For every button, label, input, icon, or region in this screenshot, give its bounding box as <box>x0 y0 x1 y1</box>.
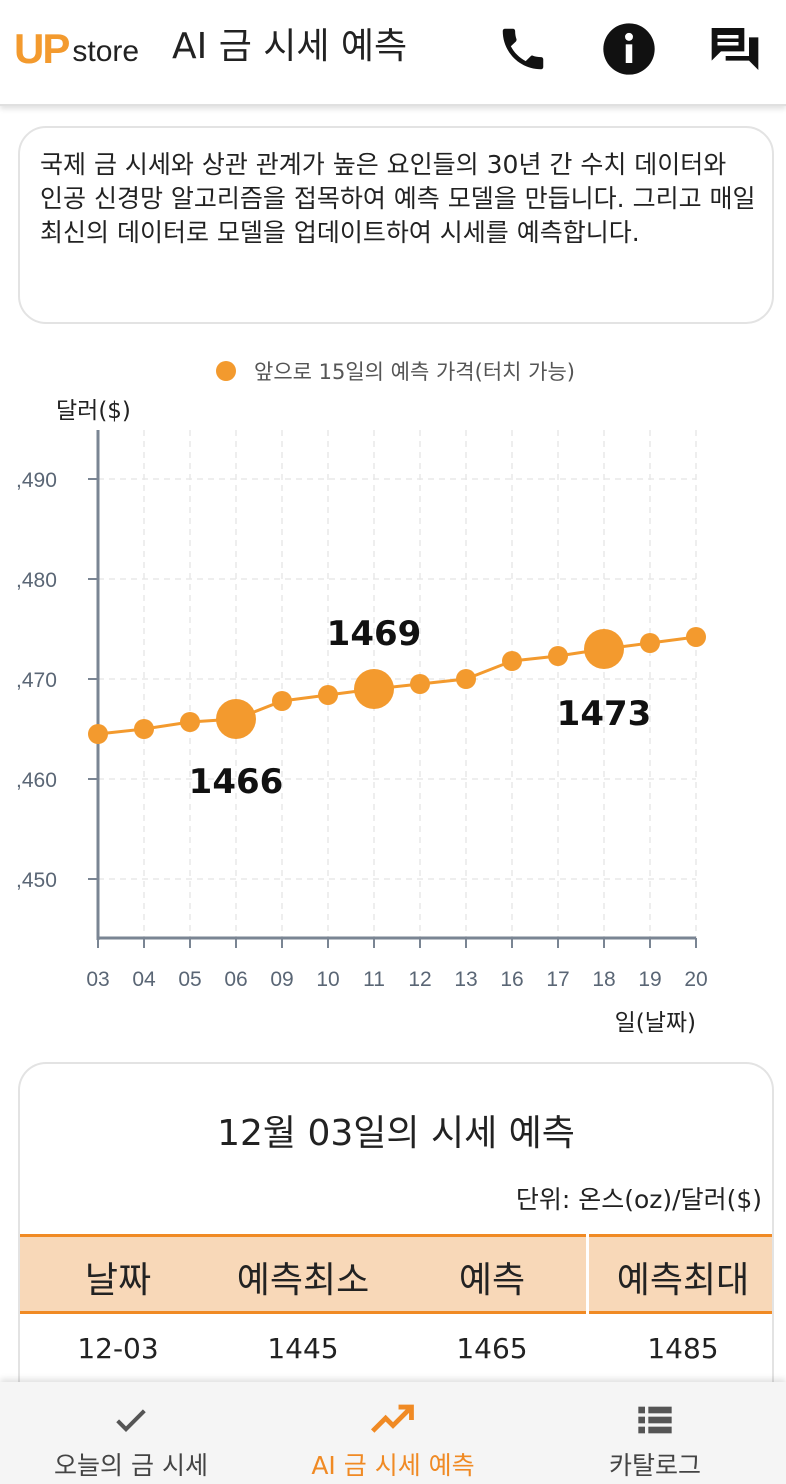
row-max: 1485 <box>647 1332 719 1365</box>
data-label: 1466 <box>189 762 284 802</box>
row-min: 1445 <box>267 1332 339 1365</box>
forecast-card: 12월 03일의 시세 예측 단위: 온스(oz)/달러($) 날짜 예측최소 … <box>18 1062 774 1392</box>
y-tick-label: ,450 <box>16 869 57 892</box>
tab-label: 카탈로그 <box>608 1451 701 1480</box>
y-tick-label: ,470 <box>16 669 57 692</box>
x-tick-label: 17 <box>546 968 569 991</box>
x-tick-label: 13 <box>454 968 477 991</box>
data-label: 1473 <box>557 694 652 734</box>
header-forecast: 예측 <box>458 1260 526 1301</box>
tab-label: 오늘의 금 시세 <box>54 1451 208 1480</box>
unit-label: 단위: 온스(oz)/달러($) <box>515 1185 762 1214</box>
row-forecast: 1465 <box>456 1332 528 1365</box>
data-point[interactable] <box>410 674 430 694</box>
x-tick-label: 09 <box>270 968 293 991</box>
data-point[interactable] <box>354 669 394 709</box>
header-min: 예측최소 <box>236 1260 370 1301</box>
x-tick-label: 10 <box>316 968 339 991</box>
legend-label: 앞으로 15일의 예측 가격(터치 가능) <box>254 360 575 384</box>
row-date: 12-03 <box>77 1332 159 1365</box>
chat-icon[interactable] <box>706 20 764 78</box>
header-max: 예측최대 <box>616 1260 750 1301</box>
tab-today-price[interactable]: 오늘의 금 시세 <box>0 1382 262 1484</box>
trending-up-icon <box>262 1400 524 1440</box>
x-tick-label: 06 <box>224 968 247 991</box>
data-point[interactable] <box>318 685 338 705</box>
header-divider <box>586 1234 589 1314</box>
page-title: AI 금 시세 예측 <box>172 26 408 67</box>
check-icon <box>0 1400 262 1440</box>
forecast-title: 12월 03일의 시세 예측 <box>217 1113 575 1154</box>
tab-catalog[interactable]: 카탈로그 <box>524 1382 786 1484</box>
phone-icon[interactable] <box>494 20 552 78</box>
x-tick-label: 20 <box>684 968 707 991</box>
data-point[interactable] <box>216 699 256 739</box>
x-tick-label: 12 <box>408 968 431 991</box>
data-point[interactable] <box>686 627 706 647</box>
list-icon <box>524 1400 786 1440</box>
y-tick-label: ,480 <box>16 569 57 592</box>
forecast-chart[interactable]: ,490 ,480 ,470 ,460 ,450 03 04 05 06 09 10 11 12 13 16… <box>0 340 786 1040</box>
app-header: UP store AI 금 시세 예측 <box>0 0 786 106</box>
upstore-logo[interactable]: UP store <box>14 22 139 72</box>
header-date: 날짜 <box>84 1260 152 1301</box>
data-point[interactable] <box>640 633 660 653</box>
description-box: 국제 금 시세와 상관 관계가 높은 요인들의 30년 간 수치 데이터와 인공… <box>18 126 774 324</box>
y-tick-label: ,490 <box>16 469 57 492</box>
x-tick-label: 05 <box>178 968 201 991</box>
forecast-chart-svg[interactable]: ,490 ,480 ,470 ,460 ,450 03 04 05 06 09 10 11 12 13 16… <box>0 340 786 1040</box>
table-header: 날짜 예측최소 예측 예측최대 <box>20 1234 772 1314</box>
tab-ai-forecast[interactable]: AI 금 시세 예측 <box>262 1382 524 1484</box>
data-point[interactable] <box>180 712 200 732</box>
x-tick-label: 16 <box>500 968 523 991</box>
logo-up-text: UP <box>14 25 70 72</box>
y-tick-label: ,460 <box>16 769 57 792</box>
x-tick-label: 18 <box>592 968 615 991</box>
data-point[interactable] <box>456 669 476 689</box>
tab-label: AI 금 시세 예측 <box>311 1451 475 1480</box>
x-tick-label: 03 <box>86 968 109 991</box>
data-point[interactable] <box>88 724 108 744</box>
x-tick-label: 11 <box>363 968 385 991</box>
data-point[interactable] <box>548 646 568 666</box>
data-label: 1469 <box>327 614 422 654</box>
bottom-tab-bar: 오늘의 금 시세 AI 금 시세 예측 카탈로그 <box>0 1382 786 1484</box>
x-tick-label: 04 <box>132 968 156 991</box>
x-tick-label: 19 <box>638 968 661 991</box>
data-point[interactable] <box>502 651 522 671</box>
y-axis-label: 달러($) <box>56 398 131 424</box>
logo-store-text: store <box>72 35 140 68</box>
data-point[interactable] <box>272 691 292 711</box>
data-point[interactable] <box>584 629 624 669</box>
legend-marker <box>216 361 236 381</box>
data-point[interactable] <box>134 719 154 739</box>
x-axis-label: 일(날짜) <box>615 1010 696 1036</box>
info-icon[interactable] <box>600 20 658 78</box>
description-text: 국제 금 시세와 상관 관계가 높은 요인들의 30년 간 수치 데이터와 인공… <box>40 150 756 247</box>
